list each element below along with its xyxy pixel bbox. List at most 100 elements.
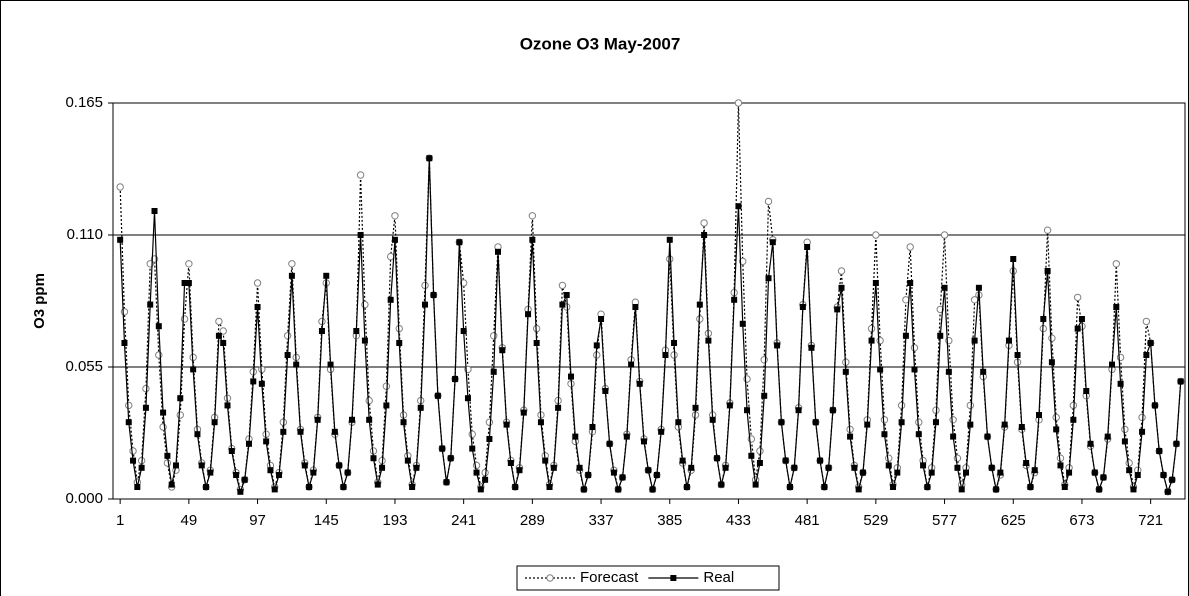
point (280, 428, 287, 435)
point (253, 279, 262, 287)
x-tick-label: 97 (249, 512, 266, 529)
point (356, 171, 365, 179)
point (237, 488, 244, 495)
point (490, 332, 498, 340)
point (744, 407, 751, 414)
point (902, 332, 909, 339)
point (386, 252, 395, 261)
point (950, 433, 957, 440)
point (932, 419, 939, 426)
point (615, 486, 622, 493)
point (503, 421, 510, 428)
point (739, 320, 746, 327)
point (528, 212, 537, 220)
legend: Forecast Real (516, 565, 780, 591)
point (619, 474, 626, 481)
point (1061, 484, 1068, 490)
point (924, 484, 931, 490)
point (331, 428, 338, 435)
point (945, 368, 952, 375)
point (151, 208, 158, 214)
point (336, 462, 343, 469)
point (954, 464, 961, 471)
point (163, 459, 172, 467)
point (507, 460, 514, 466)
point (520, 409, 527, 416)
point (847, 433, 854, 440)
point (1023, 460, 1030, 466)
point (949, 416, 957, 424)
point (662, 352, 669, 358)
point (1113, 304, 1120, 310)
point (829, 407, 836, 414)
point (1027, 484, 1034, 490)
legend-box (516, 565, 780, 591)
point (306, 484, 313, 490)
point (1073, 293, 1082, 302)
point (250, 378, 257, 385)
point (1164, 488, 1171, 495)
x-tick-label: 145 (314, 512, 339, 529)
point (283, 332, 292, 340)
point (628, 361, 635, 368)
point (456, 239, 463, 246)
point (980, 368, 987, 375)
point (842, 368, 849, 375)
point (752, 481, 759, 488)
point (258, 365, 266, 374)
point (400, 419, 407, 426)
point (975, 284, 982, 291)
point (1121, 425, 1129, 434)
point (180, 315, 189, 323)
point (1100, 474, 1107, 481)
point (241, 476, 248, 483)
point (700, 219, 708, 227)
point (872, 231, 880, 239)
legend-label: Real (703, 569, 734, 586)
point (1048, 359, 1055, 366)
point (185, 280, 192, 286)
point (1074, 325, 1081, 332)
point (365, 396, 373, 405)
x-tick-label: 577 (932, 512, 957, 529)
point (125, 401, 133, 410)
point (576, 464, 583, 471)
point (1036, 412, 1043, 418)
point (434, 392, 441, 399)
point (984, 433, 991, 440)
point (176, 411, 184, 419)
point (834, 306, 841, 313)
point (486, 436, 493, 442)
point (1001, 421, 1008, 428)
point (563, 292, 570, 298)
point (739, 257, 747, 266)
point (602, 388, 609, 394)
point (911, 366, 918, 373)
point (198, 462, 205, 469)
point (1126, 467, 1133, 474)
point (683, 484, 690, 490)
point (799, 304, 806, 310)
point (1177, 378, 1184, 385)
x-tick-label: 49 (181, 512, 198, 529)
point (1134, 472, 1141, 478)
point (1147, 340, 1154, 346)
point (1156, 448, 1163, 454)
point (731, 296, 738, 303)
point (1109, 361, 1116, 368)
point (546, 484, 553, 490)
point (1117, 380, 1124, 387)
x-tick-label: 193 (382, 512, 407, 529)
point (1138, 413, 1146, 422)
point (357, 232, 364, 238)
point (589, 424, 596, 430)
x-tick-label: 481 (795, 512, 820, 529)
point (971, 337, 978, 344)
point (817, 457, 824, 464)
point (756, 447, 764, 455)
point (383, 402, 390, 409)
point (838, 284, 845, 291)
point (219, 327, 227, 335)
point (301, 462, 308, 469)
